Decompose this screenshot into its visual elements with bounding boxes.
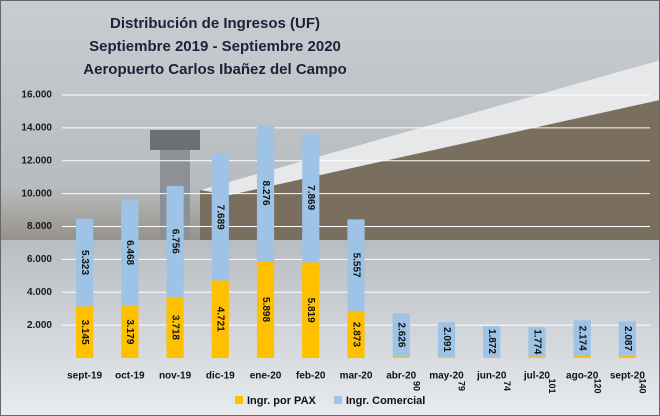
y-tick-label: 6.000 <box>27 254 52 265</box>
bar-segment <box>619 356 636 358</box>
x-tick-label: feb-20 <box>296 371 326 382</box>
value-label: 7.689 <box>215 205 226 230</box>
x-tick-label: abr-20 <box>386 371 416 382</box>
y-tick-label: 14.000 <box>21 123 52 134</box>
x-tick-label: mar-20 <box>340 371 373 382</box>
value-label: 2.626 <box>396 322 407 347</box>
value-label: 7.869 <box>305 185 316 210</box>
value-label: 1.774 <box>531 329 542 354</box>
y-tick-label: 4.000 <box>27 287 52 298</box>
value-label: 90 <box>411 381 421 391</box>
y-tick-label: 8.000 <box>27 221 52 232</box>
x-tick-label: nov-19 <box>159 371 192 382</box>
value-label: 2.174 <box>577 326 588 351</box>
value-label: 6.756 <box>169 229 180 254</box>
tower-top <box>150 130 200 150</box>
value-label: 5.898 <box>260 297 271 322</box>
value-label: 74 <box>502 381 512 391</box>
value-label: 6.468 <box>124 240 135 265</box>
value-label: 5.819 <box>305 298 316 323</box>
x-tick-label: sept-19 <box>67 371 102 382</box>
x-tick-label: oct-19 <box>115 371 145 382</box>
bar-segment <box>438 357 455 358</box>
value-label: 4.721 <box>215 307 226 332</box>
ground <box>0 240 660 416</box>
y-tick-label: 12.000 <box>21 155 52 166</box>
value-label: 2.091 <box>441 327 452 352</box>
value-label: 2.873 <box>350 322 361 347</box>
value-label: 5.557 <box>350 253 361 278</box>
x-tick-label: ene-20 <box>250 371 282 382</box>
value-label: 1.872 <box>486 329 497 354</box>
value-label: 3.179 <box>124 319 135 344</box>
bar-segment <box>528 356 545 358</box>
x-tick-label: jul-20 <box>523 371 551 382</box>
x-tick-label: dic-19 <box>206 371 235 382</box>
y-tick-label: 16.000 <box>21 90 52 101</box>
bar-segment <box>574 356 591 358</box>
value-label: 3.718 <box>169 315 180 340</box>
chart-title: Aeropuerto Carlos Ibañez del Campo <box>83 61 346 78</box>
chart-title: Septiembre 2019 - Septiembre 2020 <box>89 38 341 55</box>
chart-title: Distribución de Ingresos (UF) <box>110 15 320 32</box>
legend-swatch <box>334 396 342 404</box>
value-label: 5.323 <box>79 250 90 275</box>
x-tick-label: may-20 <box>429 371 464 382</box>
legend-label: Ingr. por PAX <box>247 395 317 407</box>
y-tick-label: 2.000 <box>27 320 52 331</box>
x-tick-label: jun-20 <box>476 371 507 382</box>
bar-segment <box>483 357 500 358</box>
x-tick-label: sept-20 <box>610 371 645 382</box>
legend-label: Ingr. Comercial <box>346 395 425 407</box>
value-label: 79 <box>457 381 467 391</box>
value-label: 8.276 <box>260 181 271 206</box>
bar-segment <box>393 357 410 358</box>
value-label: 2.087 <box>622 326 633 351</box>
legend-swatch <box>235 396 243 404</box>
chart: Distribución de Ingresos (UF) Septiembre… <box>0 0 660 416</box>
y-tick-label: 10.000 <box>21 188 52 199</box>
x-tick-label: ago-20 <box>566 371 599 382</box>
value-label: 3.145 <box>79 320 90 345</box>
